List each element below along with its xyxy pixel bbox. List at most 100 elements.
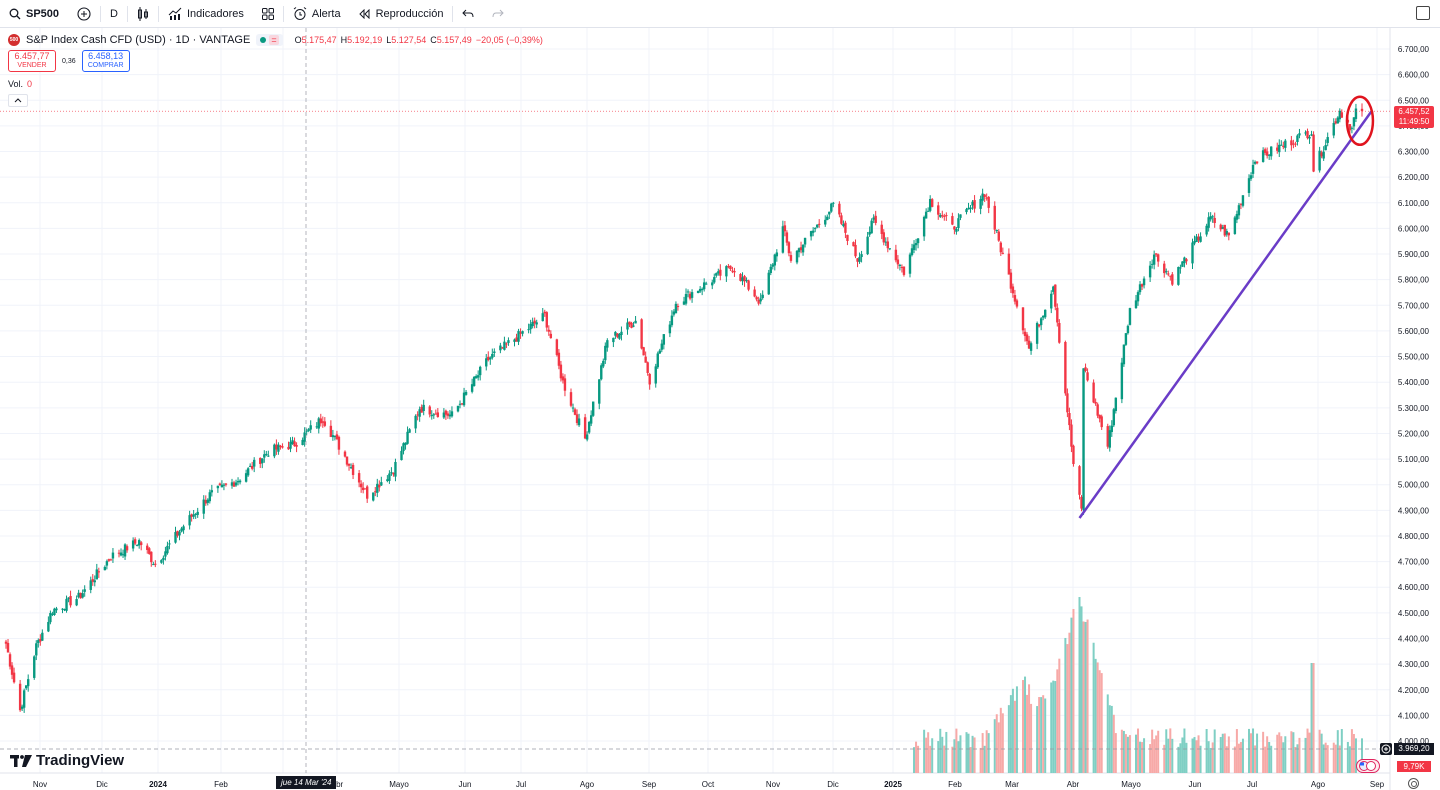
grid-icon	[261, 7, 274, 20]
svg-text:Sep: Sep	[1370, 780, 1385, 789]
svg-text:5.900,00: 5.900,00	[1398, 250, 1430, 259]
svg-text:Dic: Dic	[96, 780, 108, 789]
low-label: L	[386, 35, 392, 45]
svg-text:4.500,00: 4.500,00	[1398, 609, 1430, 618]
market-status-pill[interactable]: =	[256, 34, 283, 46]
svg-text:4.300,00: 4.300,00	[1398, 660, 1430, 669]
events-flag[interactable]	[1356, 759, 1380, 773]
svg-text:5.700,00: 5.700,00	[1398, 301, 1430, 310]
open-value: 5.175,47	[301, 35, 337, 45]
redo-button[interactable]	[483, 0, 513, 28]
svg-text:2024: 2024	[149, 780, 167, 789]
svg-text:4.000,00: 4.000,00	[1398, 737, 1430, 746]
buy-button[interactable]: 6.458,13 COMPRAR	[81, 50, 130, 72]
interval-button[interactable]: D	[101, 0, 127, 28]
sell-button[interactable]: 6.457,77 VENDER	[8, 50, 56, 72]
alarm-clock-icon	[293, 6, 307, 20]
indicators-label: Indicadores	[186, 7, 244, 20]
svg-text:Jul: Jul	[1247, 780, 1257, 789]
alert-button[interactable]: Alerta	[284, 0, 350, 28]
tradingview-text: TradingView	[36, 752, 125, 769]
indicators-icon	[168, 7, 182, 20]
sell-price: 6.457,77	[14, 51, 50, 61]
symbol-search-button[interactable]: SP500	[0, 0, 68, 28]
svg-text:6.200,00: 6.200,00	[1398, 173, 1430, 182]
settings-gear-icon[interactable]	[1408, 778, 1419, 789]
svg-text:Abr: Abr	[331, 780, 344, 789]
crosshair-price-tag: 3.969,20	[1394, 743, 1434, 755]
fullscreen-button[interactable]	[1416, 6, 1430, 20]
tv-mark-icon	[10, 754, 32, 767]
crosshair-date: jue 14 Mar '24	[281, 778, 332, 787]
svg-text:Mar: Mar	[1005, 780, 1019, 789]
ohlc-values: O5.175,47 H5.192,19 L5.127,54 C5.157,49 …	[295, 35, 543, 45]
replay-button[interactable]: Reproducción	[350, 0, 453, 28]
svg-text:4.100,00: 4.100,00	[1398, 711, 1430, 720]
svg-text:Nov: Nov	[766, 780, 780, 789]
svg-text:Feb: Feb	[948, 780, 962, 789]
svg-text:Sep: Sep	[642, 780, 657, 789]
svg-text:Oct: Oct	[702, 780, 715, 789]
us-flag-icon	[1359, 761, 1376, 771]
templates-button[interactable]	[253, 0, 283, 28]
svg-text:6.600,00: 6.600,00	[1398, 71, 1430, 80]
chart-type-button[interactable]	[128, 0, 158, 28]
chevron-up-icon	[14, 98, 22, 103]
top-toolbar: SP500 D Indicadores Alerta Reproducción	[0, 0, 1440, 28]
sp500-logo: 500	[8, 34, 20, 46]
current-price: 6.457,52	[1398, 107, 1430, 116]
volume-label: Vol.	[8, 79, 24, 89]
crosshair-date-tag: jue 14 Mar '24	[276, 776, 337, 789]
crosshair-price: 3.969,20	[1398, 744, 1430, 753]
buy-price: 6.458,13	[88, 51, 124, 61]
svg-text:6.000,00: 6.000,00	[1398, 224, 1430, 233]
svg-text:5.500,00: 5.500,00	[1398, 353, 1430, 362]
svg-text:Jul: Jul	[516, 780, 526, 789]
alert-label: Alerta	[311, 7, 341, 20]
candles-icon	[137, 6, 148, 21]
svg-text:4.900,00: 4.900,00	[1398, 506, 1430, 515]
close-label: C	[430, 35, 437, 45]
svg-text:Feb: Feb	[214, 780, 228, 789]
spread-value: 0,36	[62, 57, 76, 65]
indicators-button[interactable]: Indicadores	[159, 0, 253, 28]
chart-legend: 500 S&P Index Cash CFD (USD) · 1D · VANT…	[8, 34, 543, 46]
volume-tag-value: 9,79K	[1403, 762, 1425, 771]
change-value: −20,05 (−0,39%)	[475, 35, 543, 45]
svg-text:4.700,00: 4.700,00	[1398, 558, 1430, 567]
svg-text:6.100,00: 6.100,00	[1398, 199, 1430, 208]
svg-text:5.100,00: 5.100,00	[1398, 455, 1430, 464]
svg-text:Ago: Ago	[580, 780, 595, 789]
series-title[interactable]: S&P Index Cash CFD (USD) · 1D · VANTAGE	[26, 34, 251, 46]
svg-text:Abr: Abr	[1067, 780, 1080, 789]
open-label: O	[294, 35, 302, 45]
redo-icon	[492, 9, 505, 17]
tradingview-logo[interactable]: TradingView	[10, 752, 124, 769]
svg-text:Jun: Jun	[1189, 780, 1202, 789]
svg-text:6.300,00: 6.300,00	[1398, 148, 1430, 157]
svg-text:Nov: Nov	[33, 780, 47, 789]
svg-text:Mayo: Mayo	[389, 780, 409, 789]
svg-text:4.400,00: 4.400,00	[1398, 634, 1430, 643]
svg-text:Ago: Ago	[1311, 780, 1326, 789]
plus-circle-icon	[77, 6, 91, 21]
svg-text:5.200,00: 5.200,00	[1398, 429, 1430, 438]
symbol-label: SP500	[26, 7, 60, 20]
compare-symbol-button[interactable]	[68, 0, 100, 28]
interval-label: D	[110, 7, 118, 20]
svg-text:6.700,00: 6.700,00	[1398, 45, 1430, 54]
equals-badge: =	[269, 35, 279, 45]
svg-text:5.000,00: 5.000,00	[1398, 481, 1430, 490]
svg-text:5.600,00: 5.600,00	[1398, 327, 1430, 336]
undo-button[interactable]	[453, 0, 483, 28]
collapse-legend-button[interactable]	[8, 94, 28, 107]
svg-text:4.200,00: 4.200,00	[1398, 686, 1430, 695]
current-price-tag: 6.457,52 11:49:50	[1394, 106, 1434, 128]
divider	[452, 5, 454, 22]
divider	[126, 5, 128, 22]
divider	[100, 5, 102, 22]
close-value: 5.157,49	[436, 35, 472, 45]
divider	[282, 5, 284, 22]
crosshair-add-button[interactable]	[1380, 743, 1392, 755]
